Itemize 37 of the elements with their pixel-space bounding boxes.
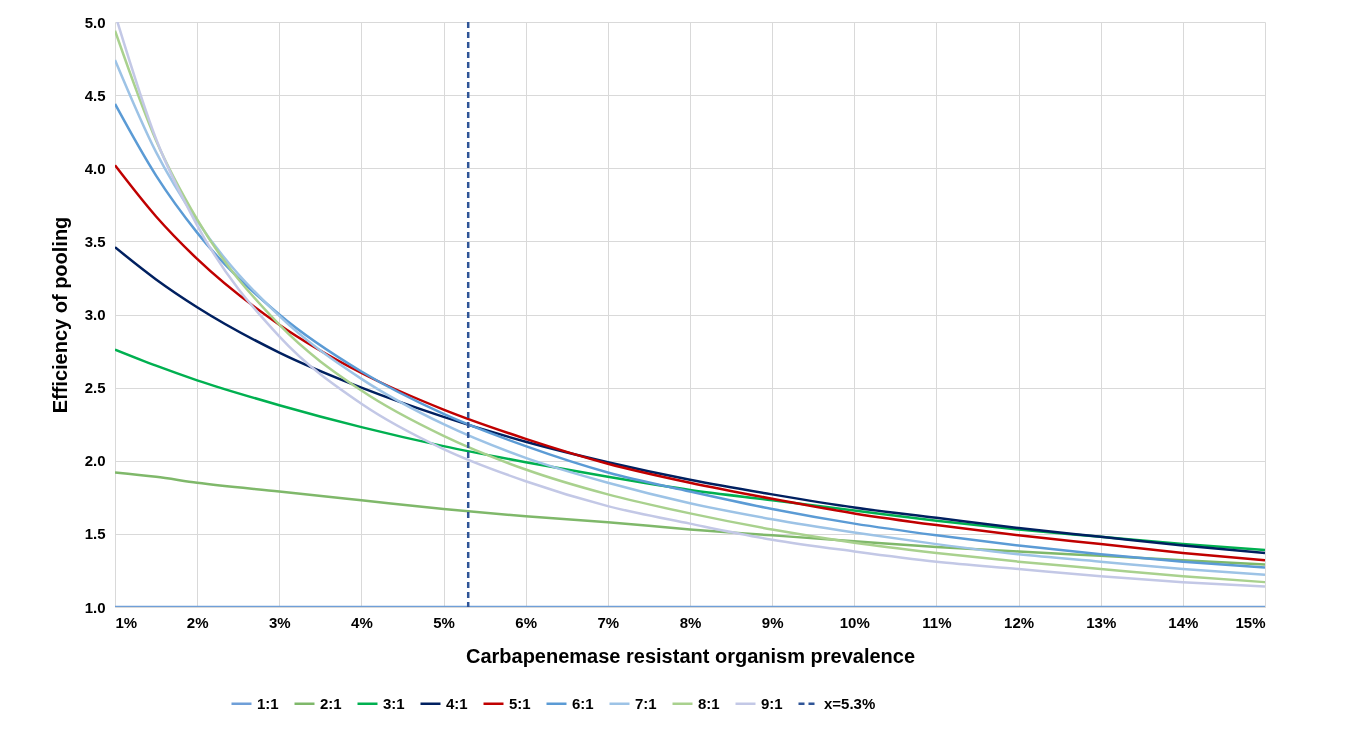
y-tick-label: 4.0 [84,159,106,177]
x-tick-label: 6% [515,613,538,631]
x-tick-label: 2% [186,613,209,631]
legend-label: 4:1 [446,694,468,712]
x-tick-label: 4% [351,613,373,631]
legend-label: 2:1 [320,694,342,712]
x-tick-label: 14% [1168,613,1199,631]
x-tick-label: 12% [1004,613,1035,631]
line-series [115,245,1265,555]
x-tick-label: 10% [839,613,870,631]
x-tick-label: 8% [679,613,702,631]
y-tick-label: 1.5 [84,525,106,543]
y-tick-label: 3.5 [84,232,106,250]
legend-label: x=5.3% [824,694,876,712]
x-tick-label: 15% [1235,613,1266,631]
legend-label: 1:1 [257,694,279,712]
x-axis-title: Carbapenemase resistant organism prevalence [465,644,916,667]
x-tick-label: 7% [597,613,620,631]
legend-label: 9:1 [761,694,783,712]
x-tick-label: 13% [1086,613,1117,631]
y-tick-label: 2.0 [84,452,106,470]
legend-label: 3:1 [383,694,405,712]
legend-label: 8:1 [698,694,720,712]
y-tick-label: 3.0 [84,306,106,323]
legend-label: 5:1 [509,694,531,712]
x-tick-label: 5% [433,613,455,631]
y-axis-title: Efficiency of pooling [48,216,71,414]
x-tick-label: 9% [761,613,784,631]
x-tick-label: 1% [115,613,138,631]
y-tick-label: 2.5 [84,379,106,397]
y-tick-label: 1.0 [84,598,106,616]
y-tick-label: 5.0 [84,13,106,31]
x-tick-label: 3% [268,613,291,631]
legend-label: 7:1 [635,694,657,712]
x-tick-label: 11% [922,613,952,631]
legend-label: 6:1 [572,694,594,712]
y-tick-label: 4.5 [84,86,106,104]
